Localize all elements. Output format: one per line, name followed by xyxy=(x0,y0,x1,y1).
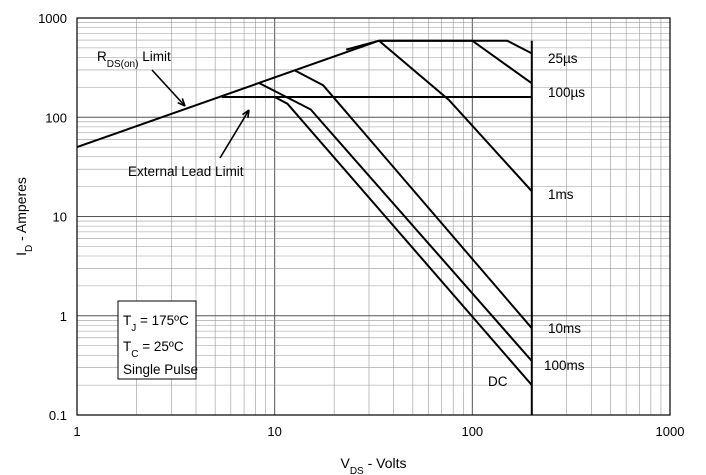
series-100ms xyxy=(258,82,533,362)
y-tick-label: 100 xyxy=(45,110,67,125)
label-1ms: 1ms xyxy=(548,187,574,202)
label-100-s: 100µs xyxy=(548,85,585,100)
x-tick-label: 10 xyxy=(267,424,281,439)
x-tick-label: 1000 xyxy=(656,424,685,439)
condition-line: TC = 25ºC xyxy=(123,339,184,360)
series-100-s xyxy=(379,39,533,85)
conditions-box xyxy=(117,300,197,380)
label-25-s: 25µs xyxy=(548,51,578,66)
grid xyxy=(76,18,670,416)
rdson-arrow-head xyxy=(177,98,186,107)
series-r-ds-on-limit xyxy=(76,39,380,149)
plot-frame xyxy=(76,17,671,416)
label-external-lead-limit: External Lead Limit xyxy=(128,164,244,179)
label-100ms: 100ms xyxy=(544,358,585,373)
series-dc xyxy=(221,96,533,386)
y-tick-label: 0.1 xyxy=(49,408,67,423)
lead-limit-arrow-head xyxy=(242,109,250,119)
rdson-arrow xyxy=(151,69,186,107)
tick-labels: 1 10 100 1000 0.1 1 10 100 1000 xyxy=(38,11,684,439)
y-tick-label: 1 xyxy=(60,309,67,324)
lead-limit-arrow xyxy=(219,109,250,159)
x-axis-title: VDS - Volts xyxy=(340,455,406,475)
y-tick-label: 10 xyxy=(53,210,67,225)
series-1ms xyxy=(345,39,533,192)
series-25-s xyxy=(379,39,533,55)
x-tick-label: 1 xyxy=(73,424,80,439)
series-10ms xyxy=(294,69,533,329)
x-tick-label: 100 xyxy=(461,424,483,439)
curves xyxy=(76,39,533,415)
y-tick-label: 1000 xyxy=(38,11,67,26)
conditions-note: TJ = 175ºC TC = 25ºC Single Pulse xyxy=(117,300,198,380)
label-r-ds-on-limit: RDS(on) Limit xyxy=(97,49,171,70)
y-axis-title: ID - Amperes xyxy=(13,177,35,256)
condition-line: Single Pulse xyxy=(123,362,198,377)
label-10ms: 10ms xyxy=(548,321,581,336)
curve-labels: RDS(on) Limit External Lead Limit 25µs 100µ… xyxy=(97,49,585,389)
condition-line: TJ = 175ºC xyxy=(123,313,189,334)
label-dc: DC xyxy=(488,374,508,389)
